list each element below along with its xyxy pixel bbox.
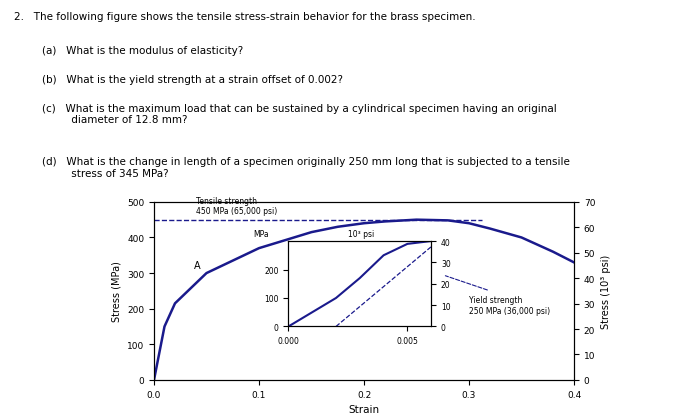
Text: (c)   What is the maximum load that can be sustained by a cylindrical specimen h: (c) What is the maximum load that can be…: [42, 103, 557, 125]
Text: (a)   What is the modulus of elasticity?: (a) What is the modulus of elasticity?: [42, 45, 244, 55]
Y-axis label: Stress (10³ psi): Stress (10³ psi): [601, 254, 611, 328]
Text: Tensile strength
450 MPa (65,000 psi): Tensile strength 450 MPa (65,000 psi): [196, 197, 277, 216]
X-axis label: Strain: Strain: [349, 404, 379, 413]
Text: 2.   The following figure shows the tensile stress-strain behavior for the brass: 2. The following figure shows the tensil…: [14, 12, 475, 22]
Text: A: A: [194, 260, 200, 270]
Text: Yield strength
250 MPa (36,000 psi): Yield strength 250 MPa (36,000 psi): [469, 295, 550, 315]
Text: 10³ psi: 10³ psi: [348, 230, 374, 239]
Y-axis label: Stress (MPa): Stress (MPa): [111, 261, 122, 322]
Text: MPa: MPa: [253, 230, 270, 239]
Text: (d)   What is the change in length of a specimen originally 250 mm long that is : (d) What is the change in length of a sp…: [42, 157, 570, 178]
Text: (b)   What is the yield strength at a strain offset of 0.002?: (b) What is the yield strength at a stra…: [42, 74, 343, 84]
